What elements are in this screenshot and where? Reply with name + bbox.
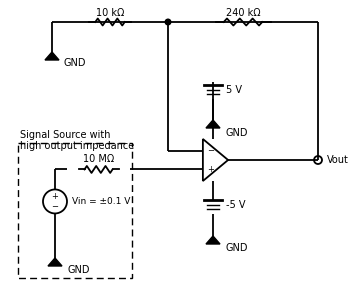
Polygon shape — [45, 52, 59, 60]
Text: 10 MΩ: 10 MΩ — [83, 154, 114, 164]
Text: 240 kΩ: 240 kΩ — [226, 8, 260, 18]
Text: 10 kΩ: 10 kΩ — [96, 8, 124, 18]
Text: GND: GND — [225, 243, 247, 253]
Text: +: + — [207, 165, 214, 174]
Text: −: − — [52, 202, 58, 211]
Text: GND: GND — [64, 58, 87, 68]
Polygon shape — [206, 120, 220, 128]
Text: high output impedance: high output impedance — [20, 141, 134, 151]
Bar — [18, 143, 132, 278]
Polygon shape — [206, 236, 220, 244]
Text: −: − — [207, 146, 214, 155]
Text: 5 V: 5 V — [226, 85, 242, 95]
Circle shape — [165, 19, 171, 25]
Text: +: + — [52, 192, 58, 201]
Text: GND: GND — [225, 128, 247, 138]
Text: Vin = ±0.1 V: Vin = ±0.1 V — [72, 197, 130, 206]
Text: Signal Source with: Signal Source with — [20, 130, 111, 140]
Text: Vout: Vout — [327, 155, 349, 165]
Polygon shape — [48, 258, 62, 266]
Text: -5 V: -5 V — [226, 200, 246, 210]
Text: GND: GND — [67, 265, 90, 275]
